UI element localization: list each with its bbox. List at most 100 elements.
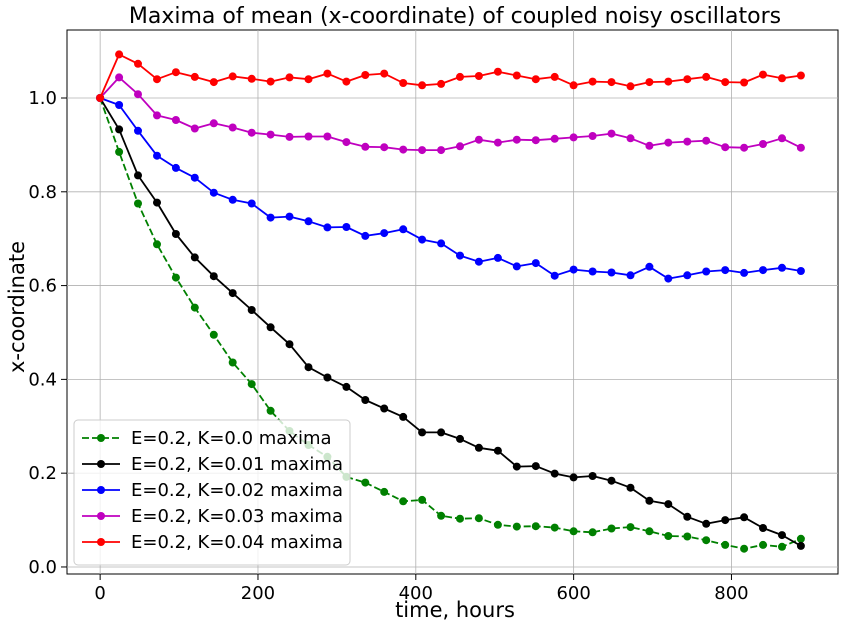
data-point (418, 146, 427, 155)
data-point (304, 363, 313, 372)
data-point (418, 495, 427, 504)
data-point (115, 50, 124, 59)
data-point (266, 130, 275, 139)
legend-marker (97, 512, 105, 520)
legend-label: E=0.2, K=0.02 maxima (131, 480, 343, 501)
data-point (512, 522, 521, 531)
series-3 (96, 94, 805, 283)
data-point (721, 143, 730, 152)
y-tick-label: 1.0 (28, 88, 57, 109)
data-point (361, 396, 370, 404)
data-point (664, 274, 673, 283)
data-point (796, 541, 805, 550)
data-point (474, 72, 483, 80)
y-axis-title: x-coordinate (5, 241, 29, 373)
data-point (683, 75, 692, 84)
data-point (626, 134, 635, 143)
data-point (228, 195, 237, 204)
data-point (190, 72, 199, 81)
legend: E=0.2, K=0.0 maxima E=0.2, K=0.01 maxima E… (73, 419, 351, 566)
data-point (588, 528, 597, 537)
data-point (153, 111, 161, 120)
data-point (493, 520, 502, 529)
data-point (531, 259, 540, 268)
data-point (171, 68, 180, 77)
data-point (607, 476, 616, 485)
data-point (437, 146, 446, 155)
data-point (778, 263, 786, 272)
data-point (190, 173, 199, 182)
legend-item: E=0.2, K=0.02 maxima (82, 480, 343, 501)
data-point (209, 272, 218, 281)
data-point (702, 72, 711, 81)
data-point (361, 71, 370, 79)
data-point (512, 71, 521, 80)
data-point (588, 472, 597, 480)
data-point (153, 75, 161, 84)
y-tick-label: 0.4 (28, 369, 57, 390)
data-point (342, 223, 351, 231)
data-point (740, 268, 749, 277)
legend-marker (97, 538, 105, 546)
data-point (796, 534, 805, 543)
legend-label: E=0.2, K=0.0 maxima (131, 428, 332, 449)
data-point (759, 540, 767, 549)
data-point (683, 137, 692, 146)
y-tick-label: 0.0 (28, 557, 57, 578)
data-point (607, 524, 616, 533)
data-point (247, 306, 256, 314)
legend-item: E=0.2, K=0.0 maxima (82, 428, 332, 449)
data-point (342, 382, 351, 391)
y-tick-label: 0.6 (28, 276, 57, 297)
data-point (683, 512, 692, 521)
data-point (437, 428, 446, 437)
data-point (626, 82, 635, 91)
data-point (323, 223, 332, 232)
data-point (380, 69, 389, 78)
data-point (304, 75, 313, 84)
data-point (266, 77, 275, 86)
data-point (456, 142, 464, 151)
data-point (380, 404, 389, 413)
data-point (285, 212, 294, 221)
data-point (626, 271, 635, 280)
data-point (759, 140, 767, 148)
data-point (493, 67, 502, 76)
data-point (550, 134, 559, 143)
y-tick-label: 0.8 (28, 182, 57, 203)
series-4 (96, 73, 805, 155)
data-point (134, 199, 142, 208)
data-point (266, 406, 275, 415)
data-point (607, 129, 616, 138)
data-point (474, 514, 483, 523)
data-point (456, 434, 464, 443)
data-point (209, 119, 218, 128)
data-point (778, 542, 786, 551)
data-point (266, 323, 275, 332)
data-point (228, 72, 237, 81)
data-point (796, 267, 805, 275)
data-point (115, 73, 124, 82)
data-point (190, 124, 199, 133)
data-point (399, 497, 408, 506)
data-point (778, 134, 786, 143)
data-point (683, 532, 692, 541)
data-point (531, 75, 540, 84)
data-point (645, 496, 654, 505)
data-point (493, 138, 502, 147)
data-point (588, 77, 597, 86)
data-point (740, 143, 749, 152)
legend-label: E=0.2, K=0.04 maxima (131, 532, 343, 553)
data-point (153, 198, 161, 207)
data-point (361, 478, 370, 487)
data-point (721, 516, 730, 525)
data-point (740, 513, 749, 522)
data-point (550, 271, 559, 280)
data-point (531, 522, 540, 531)
data-point (702, 136, 711, 145)
data-point (115, 101, 124, 109)
chart-title: Maxima of mean (x-coordinate) of coupled… (129, 4, 781, 29)
data-point (664, 532, 673, 540)
data-point (456, 514, 464, 523)
